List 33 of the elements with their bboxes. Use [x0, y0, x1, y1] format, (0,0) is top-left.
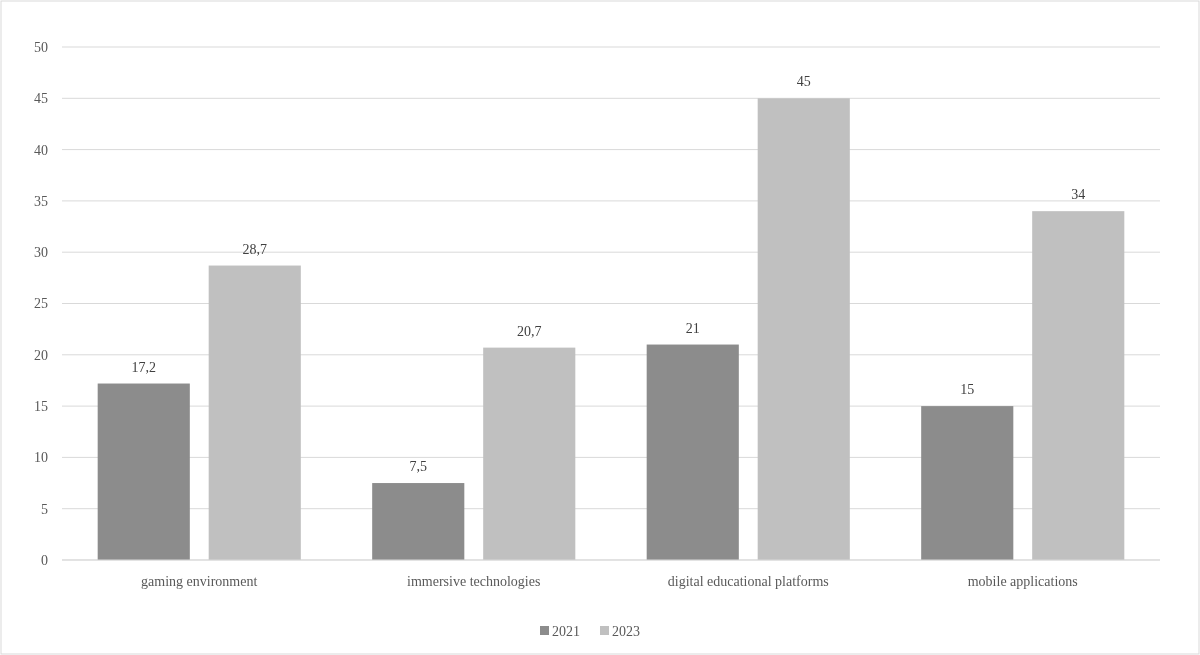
- y-tick-label: 30: [34, 245, 48, 261]
- y-tick-label: 5: [41, 501, 48, 517]
- bar: [646, 344, 739, 560]
- x-tick-label: digital educational platforms: [667, 574, 829, 589]
- y-tick-label: 45: [34, 91, 48, 107]
- data-label: 20,7: [517, 323, 542, 339]
- y-tick-label: 40: [34, 142, 48, 158]
- data-label: 17,2: [131, 359, 156, 375]
- data-label: 7,5: [409, 459, 427, 475]
- bar: [483, 347, 576, 560]
- data-label: 21: [685, 320, 700, 336]
- x-tick-label: gaming environment: [141, 574, 258, 589]
- bar: [372, 483, 465, 560]
- bar: [757, 98, 850, 560]
- x-tick-label: immersive technologies: [407, 574, 541, 589]
- y-tick-label: 20: [34, 347, 48, 363]
- x-tick-label: mobile applications: [967, 574, 1078, 589]
- bar: [208, 265, 301, 560]
- bar: [97, 383, 190, 560]
- y-tick-label: 10: [34, 450, 48, 466]
- data-label: 15: [960, 382, 975, 398]
- y-tick-label: 50: [34, 39, 48, 55]
- y-tick-label: 15: [34, 399, 48, 414]
- data-label: 45: [796, 74, 811, 90]
- y-tick-label: 25: [34, 296, 48, 312]
- bar: [1032, 211, 1125, 560]
- legend-label: 2023: [612, 623, 640, 639]
- data-label: 28,7: [242, 241, 267, 257]
- bar: [921, 406, 1014, 560]
- data-label: 34: [1071, 187, 1086, 203]
- y-tick-label: 0: [41, 552, 48, 568]
- y-tick-label: 35: [34, 193, 48, 209]
- legend-label: 2021: [552, 623, 580, 639]
